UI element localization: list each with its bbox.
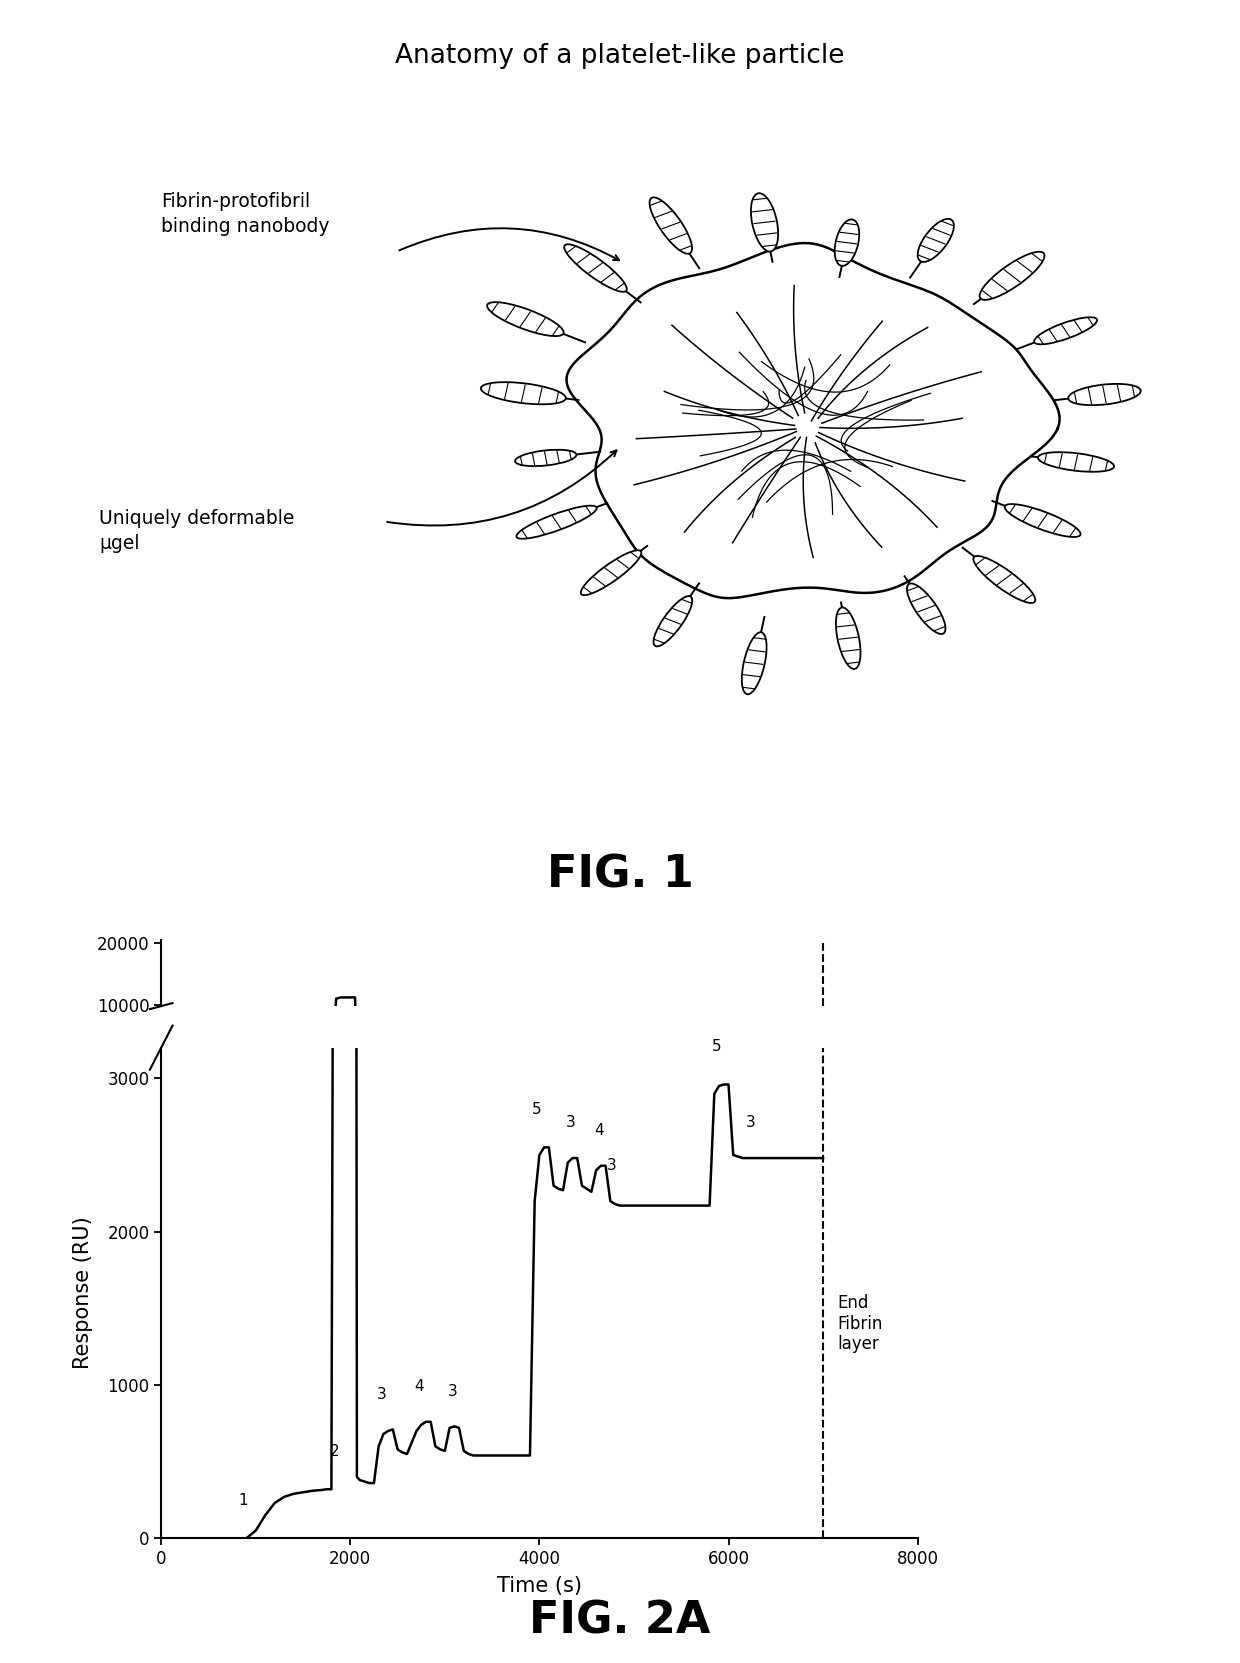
Text: FIG. 2A: FIG. 2A — [529, 1600, 711, 1643]
Ellipse shape — [1004, 504, 1080, 537]
Text: 4: 4 — [414, 1379, 424, 1394]
Text: Anatomy of a platelet-like particle: Anatomy of a platelet-like particle — [396, 43, 844, 68]
Ellipse shape — [1034, 318, 1097, 344]
Ellipse shape — [481, 382, 565, 404]
Ellipse shape — [487, 303, 564, 336]
Y-axis label: Response (RU): Response (RU) — [73, 1217, 93, 1369]
Ellipse shape — [835, 220, 859, 266]
Text: 1: 1 — [238, 1493, 248, 1508]
Text: 2: 2 — [330, 1443, 340, 1458]
Text: 3: 3 — [745, 1116, 755, 1131]
Ellipse shape — [515, 449, 577, 466]
Text: 5: 5 — [532, 1101, 542, 1116]
Ellipse shape — [564, 244, 626, 291]
Ellipse shape — [650, 198, 692, 254]
Ellipse shape — [751, 193, 779, 251]
Ellipse shape — [516, 506, 596, 539]
Text: Uniquely deformable
μgel: Uniquely deformable μgel — [99, 509, 295, 552]
Ellipse shape — [1068, 384, 1141, 406]
Text: FIG. 1: FIG. 1 — [547, 853, 693, 896]
Text: 3: 3 — [448, 1384, 458, 1399]
Ellipse shape — [918, 220, 954, 263]
Ellipse shape — [906, 584, 945, 634]
Text: 3: 3 — [377, 1387, 387, 1402]
X-axis label: Time (s): Time (s) — [497, 1577, 582, 1596]
Polygon shape — [567, 243, 1059, 599]
Text: 4: 4 — [594, 1123, 604, 1137]
Text: 5: 5 — [712, 1039, 722, 1054]
Ellipse shape — [742, 632, 766, 693]
Ellipse shape — [980, 251, 1044, 299]
Text: 3: 3 — [565, 1116, 575, 1131]
Ellipse shape — [653, 595, 692, 647]
Ellipse shape — [973, 555, 1035, 604]
Text: End
Fibrin
layer: End Fibrin layer — [837, 1294, 883, 1354]
Text: Fibrin-protofibril
binding nanobody: Fibrin-protofibril binding nanobody — [161, 193, 330, 236]
Ellipse shape — [836, 607, 861, 669]
Ellipse shape — [1038, 452, 1114, 472]
Text: 3: 3 — [606, 1159, 616, 1174]
Ellipse shape — [580, 550, 641, 595]
